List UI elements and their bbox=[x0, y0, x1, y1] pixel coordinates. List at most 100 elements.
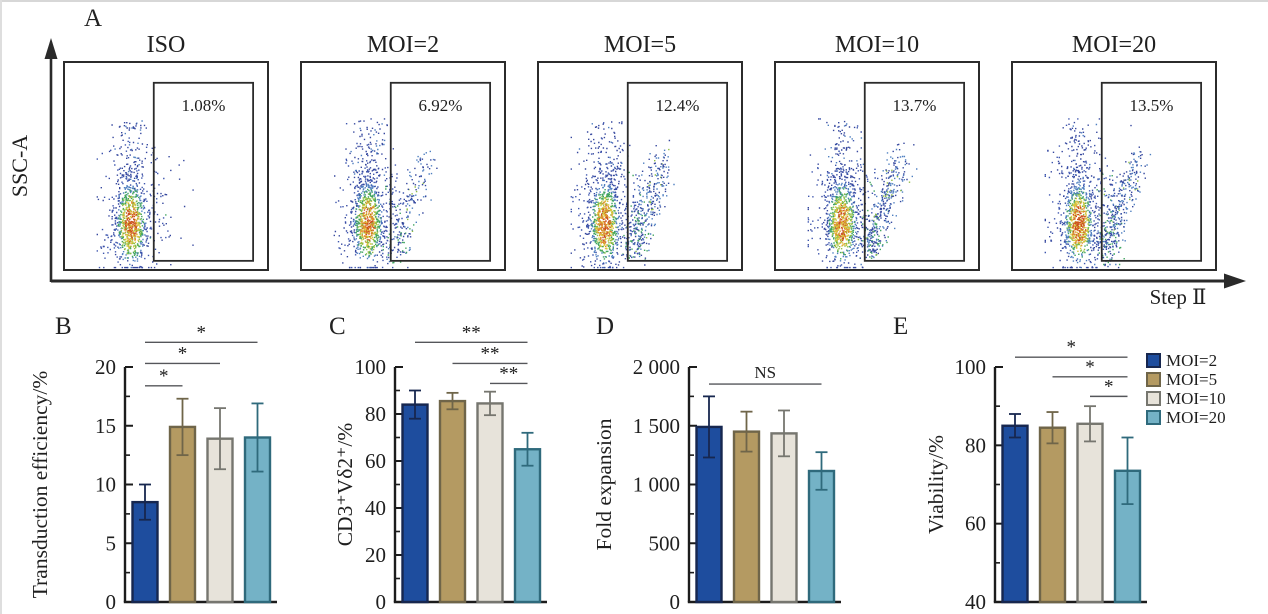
bar-moi=20 bbox=[807, 469, 836, 604]
flow-y-axis-label: SSC-A bbox=[7, 135, 32, 197]
flow-plot-moi=20: MOI=20 13.5% bbox=[1011, 32, 1217, 271]
legend-item-moi=5: MOI=5 bbox=[1146, 370, 1226, 389]
error-bar bbox=[1009, 413, 1021, 439]
error-bar bbox=[484, 390, 496, 417]
error-bar bbox=[409, 389, 421, 420]
y-tick-label: 60 bbox=[965, 512, 986, 536]
y-tick-label: 60 bbox=[365, 449, 386, 473]
error-bar bbox=[740, 410, 753, 453]
flow-gate bbox=[626, 81, 729, 262]
significance-bracket: * bbox=[145, 343, 220, 364]
bar-moi=5 bbox=[168, 425, 197, 604]
y-tick-label: 20 bbox=[365, 543, 386, 567]
y-tick-label: 20 bbox=[95, 355, 116, 379]
error-bar bbox=[176, 397, 189, 457]
legend-swatch-icon bbox=[1146, 391, 1161, 406]
panel-d-letter: D bbox=[596, 313, 615, 340]
scatter-dots bbox=[807, 118, 918, 269]
error-bar bbox=[214, 407, 226, 471]
error-bar bbox=[778, 409, 790, 458]
error-bar bbox=[446, 391, 459, 411]
scatter-dots bbox=[96, 120, 194, 269]
flow-gate bbox=[863, 81, 966, 262]
panel-b-chart: 0 5 10 15 20 Transduction efficiency/% * * * bbox=[30, 322, 277, 614]
gate-percentage: 12.4% bbox=[655, 96, 699, 115]
error-bar bbox=[521, 431, 534, 467]
error-bar bbox=[1046, 411, 1059, 445]
significance-label: NS bbox=[754, 363, 776, 382]
y-tick-label: 80 bbox=[965, 433, 986, 457]
significance-bracket: * bbox=[145, 322, 258, 343]
bar-moi=5 bbox=[732, 430, 761, 604]
significance-label: * bbox=[1067, 337, 1077, 358]
significance-label: * bbox=[159, 366, 169, 387]
panel-c-letter: C bbox=[329, 313, 346, 340]
y-tick-label: 0 bbox=[376, 590, 387, 614]
legend-item-moi=10: MOI=10 bbox=[1146, 389, 1226, 408]
y-axis-title: Transduction efficiency/% bbox=[30, 371, 52, 599]
significance-label: * bbox=[178, 343, 188, 364]
error-bar bbox=[251, 402, 264, 473]
legend-swatch-icon bbox=[1146, 353, 1161, 368]
y-tick-label: 500 bbox=[649, 531, 681, 555]
significance-bracket: * bbox=[1052, 357, 1128, 378]
bar-moi=5 bbox=[1038, 426, 1067, 604]
legend-swatch-icon bbox=[1146, 372, 1161, 387]
y-tick-label: 100 bbox=[955, 355, 987, 379]
y-axis-title: Fold expansion bbox=[594, 418, 616, 550]
flow-x-axis-label: Step Ⅱ bbox=[1150, 285, 1207, 309]
error-bar bbox=[815, 451, 828, 491]
bar-moi=5 bbox=[438, 399, 467, 604]
bar-moi=10 bbox=[770, 432, 798, 604]
panel-b-letter: B bbox=[55, 313, 72, 340]
panel-e-chart: 40 60 80 100 Viability/% * * * bbox=[924, 337, 1147, 614]
flow-gate bbox=[152, 81, 255, 262]
bar-moi=10 bbox=[1076, 422, 1104, 604]
flow-plot-moi=2: MOI=2 6.92% bbox=[300, 32, 506, 271]
flow-gate bbox=[389, 81, 492, 262]
y-tick-label: 10 bbox=[95, 473, 116, 497]
flow-plot-title: MOI=20 bbox=[1072, 32, 1156, 58]
y-tick-label: 1 500 bbox=[633, 414, 680, 438]
panel-e-letter: E bbox=[893, 313, 909, 340]
significance-label: * bbox=[1085, 357, 1095, 378]
y-tick-label: 15 bbox=[95, 414, 116, 438]
y-tick-label: 80 bbox=[365, 402, 386, 426]
flow-plot-title: ISO bbox=[147, 32, 186, 58]
y-axis-title: Viability/% bbox=[924, 435, 948, 534]
bar-moi=10 bbox=[476, 402, 504, 604]
panel-a-letter: A bbox=[84, 5, 103, 32]
significance-label: ** bbox=[499, 363, 518, 384]
gate-percentage: 13.7% bbox=[892, 96, 936, 115]
y-tick-label: 100 bbox=[355, 355, 387, 379]
flow-plot-frame bbox=[63, 61, 269, 271]
figure-top-border bbox=[0, 0, 1268, 2]
error-bar bbox=[703, 395, 715, 459]
error-bar bbox=[139, 483, 151, 521]
y-tick-label: 40 bbox=[965, 590, 986, 614]
y-tick-label: 40 bbox=[365, 496, 386, 520]
flow-x-axis-arrowhead-icon bbox=[1224, 273, 1246, 289]
significance-bracket: ** bbox=[490, 363, 528, 384]
flow-plot-iso: ISO 1.08% bbox=[63, 32, 269, 271]
y-tick-label: 2 000 bbox=[633, 355, 680, 379]
significance-bracket: ** bbox=[452, 343, 528, 364]
flow-plot-frame bbox=[300, 61, 506, 271]
significance-label: * bbox=[1104, 376, 1114, 397]
flow-plot-title: MOI=5 bbox=[604, 32, 676, 58]
significance-bracket: * bbox=[1090, 376, 1128, 397]
flow-plot-frame bbox=[774, 61, 980, 271]
bar-moi=2 bbox=[1001, 424, 1029, 604]
significance-bracket: * bbox=[145, 366, 183, 387]
y-tick-label: 5 bbox=[106, 531, 117, 555]
scatter-dots bbox=[570, 121, 675, 269]
legend-item-moi=20: MOI=20 bbox=[1146, 408, 1226, 427]
flow-plot-title: MOI=10 bbox=[835, 32, 919, 58]
error-bar bbox=[1121, 436, 1134, 505]
significance-label: * bbox=[197, 322, 207, 343]
flow-plot-title: MOI=2 bbox=[367, 32, 439, 58]
flow-plot-frame bbox=[1011, 61, 1217, 271]
